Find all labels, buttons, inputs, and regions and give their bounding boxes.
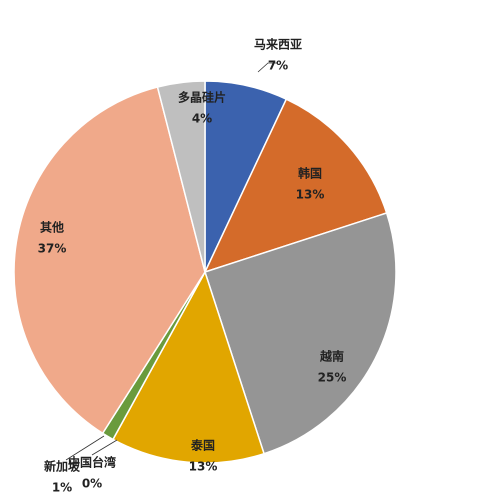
category-label: 马来西亚 (254, 37, 302, 52)
value-label: 1% (52, 481, 72, 495)
leader-line (91, 439, 118, 456)
value-label: 37% (38, 242, 67, 256)
value-label: 13% (296, 188, 325, 202)
value-label: 0% (82, 477, 102, 491)
category-label: 其他 (40, 220, 64, 235)
value-label: 7% (268, 59, 288, 73)
category-label: 韩国 (298, 166, 322, 181)
category-label: 中国台湾 (68, 455, 116, 470)
leader-line (257, 62, 278, 73)
category-label: 越南 (319, 349, 344, 364)
pie-slice (203, 98, 388, 274)
leader-line (65, 435, 105, 461)
category-label: 新加坡 (44, 459, 81, 474)
pie-slice (13, 86, 206, 435)
value-label: 4% (192, 112, 212, 126)
value-label: 13% (189, 460, 218, 474)
category-label: 多晶硅片 (178, 90, 226, 105)
pie-slice (156, 80, 206, 273)
value-label: 25% (318, 371, 347, 385)
pie-slice (204, 212, 397, 455)
pie-slice (111, 270, 265, 464)
category-label: 泰国 (190, 438, 215, 453)
